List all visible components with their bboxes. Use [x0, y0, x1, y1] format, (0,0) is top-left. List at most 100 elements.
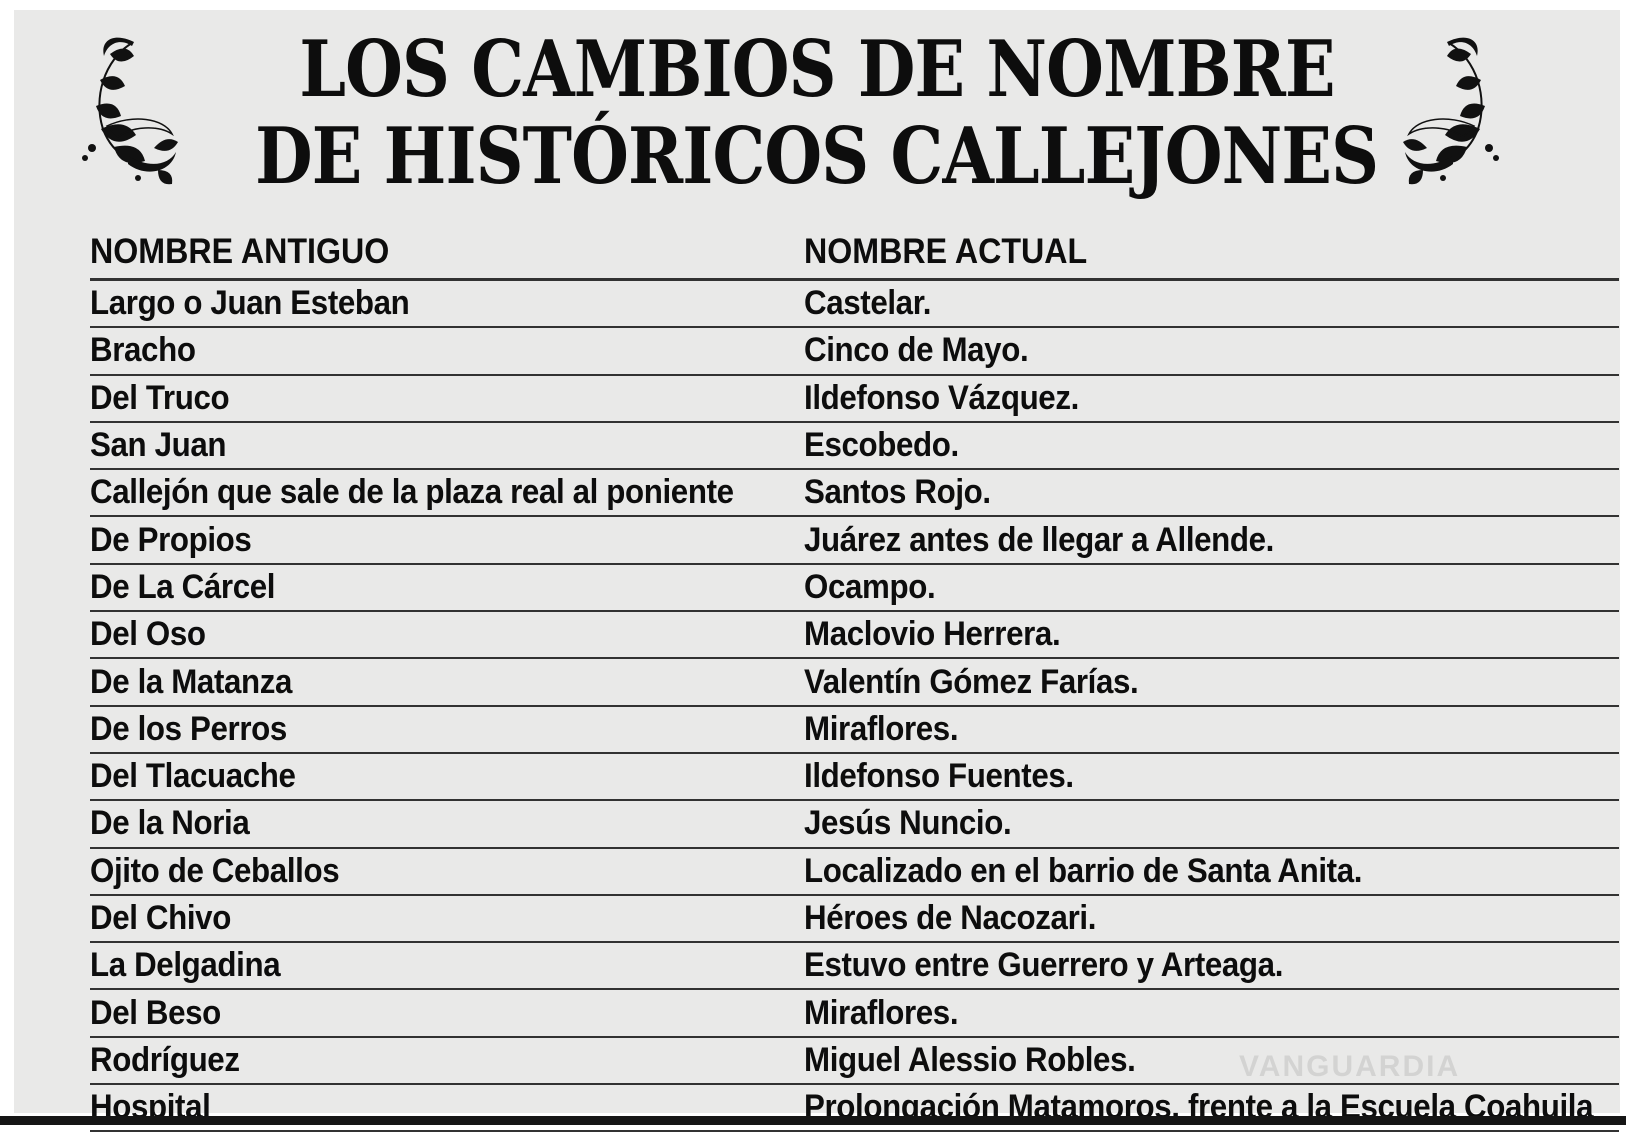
old-name: Callejón que sale de la plaza real al po… [90, 473, 734, 512]
column-header-old: NOMBRE ANTIGUO [90, 232, 390, 271]
floral-flourish-icon [82, 37, 178, 185]
new-name: Estuvo entre Guerrero y Arteaga. [804, 946, 1284, 985]
cell-new-name: Miraflores. [804, 994, 1619, 1033]
cell-new-name: Ildefonso Fuentes. [804, 757, 1619, 796]
table-row: Largo o Juan Esteban Castelar. [90, 281, 1619, 329]
table-row: La Delgadina Estuvo entre Guerrero y Art… [90, 943, 1619, 991]
cell-new-name: Valentín Gómez Farías. [804, 663, 1619, 702]
old-name: Ojito de Ceballos [90, 851, 340, 890]
old-name: Bracho [90, 331, 196, 370]
table-row: San Juan Escobedo. [90, 423, 1619, 471]
new-name: Ildefonso Vázquez. [804, 378, 1079, 417]
cell-old-name: De La Cárcel [90, 568, 804, 607]
table-row: Callejón que sale de la plaza real al po… [90, 470, 1619, 518]
old-name: Del Tlacuache [90, 757, 296, 796]
cell-old-name: Del Chivo [90, 899, 804, 938]
cell-old-name: Largo o Juan Esteban [90, 284, 804, 323]
cell-old-name: Del Tlacuache [90, 757, 804, 796]
cell-new-name: Escobedo. [804, 426, 1619, 465]
cell-old-name: De los Perros [90, 710, 804, 749]
old-name: La Delgadina [90, 946, 281, 985]
cell-old-name: De la Noria [90, 804, 804, 843]
old-name: De La Cárcel [90, 567, 276, 606]
cell-new-name: Héroes de Nacozari. [804, 899, 1619, 938]
new-name: Maclovio Herrera. [804, 615, 1061, 654]
gray-panel: LOS CAMBIOS DE NOMBRE DE HISTÓRICOS CALL… [14, 10, 1620, 1132]
table-row: Del Oso Maclovio Herrera. [90, 612, 1619, 660]
new-name: Cinco de Mayo. [804, 331, 1029, 370]
old-name: De la Matanza [90, 662, 293, 701]
table-row: Rodríguez Miguel Alessio Robles. [90, 1038, 1619, 1086]
column-header-new: NOMBRE ACTUAL [804, 232, 1088, 271]
cell-old-name: De Propios [90, 521, 804, 560]
cell-new-name: Santos Rojo. [804, 473, 1619, 512]
new-name: Santos Rojo. [804, 473, 991, 512]
old-name: Rodríguez [90, 1040, 240, 1079]
cell-new-name: Castelar. [804, 284, 1619, 323]
rename-table: NOMBRE ANTIGUO NOMBRE ACTUAL Largo o Jua… [90, 226, 1619, 1132]
old-name: San Juan [90, 426, 227, 465]
cell-old-name: Rodríguez [90, 1041, 804, 1080]
table-row: Del Truco Ildefonso Vázquez. [90, 376, 1619, 423]
cell-new-name: Ildefonso Vázquez. [804, 379, 1619, 418]
new-name: Valentín Gómez Farías. [804, 662, 1139, 701]
cell-new-name: Cinco de Mayo. [804, 331, 1619, 370]
new-name: Juárez antes de llegar a Allende. [804, 520, 1275, 559]
bottom-black-bar [0, 1116, 1626, 1125]
cell-new-name: Ocampo. [804, 568, 1619, 607]
old-name: Del Chivo [90, 899, 231, 937]
old-name: Del Truco [90, 378, 230, 417]
cell-old-name: Bracho [90, 331, 804, 370]
new-name: Miguel Alessio Robles. [804, 1040, 1136, 1079]
cell-old-name: Ojito de Ceballos [90, 852, 804, 891]
table-row: Del Beso Miraflores. [90, 990, 1619, 1038]
cell-new-name: Estuvo entre Guerrero y Arteaga. [804, 946, 1619, 985]
old-name: De la Noria [90, 804, 250, 843]
new-name: Miraflores. [804, 709, 959, 748]
floral-flourish-icon [1403, 37, 1499, 185]
table-row: Del Chivo Héroes de Nacozari. [90, 896, 1619, 944]
table-row: De La Cárcel Ocampo. [90, 565, 1619, 613]
cell-old-name: San Juan [90, 426, 804, 465]
new-name: Jesús Nuncio. [804, 804, 1012, 843]
cell-old-name: Del Truco [90, 379, 804, 418]
cell-old-name: De la Matanza [90, 663, 804, 702]
old-name: De los Perros [90, 709, 287, 748]
cell-old-name: Callejón que sale de la plaza real al po… [90, 473, 804, 512]
old-name: Del Beso [90, 993, 221, 1032]
table-header-row: NOMBRE ANTIGUO NOMBRE ACTUAL [90, 226, 1619, 281]
old-name: Largo o Juan Esteban [90, 284, 410, 323]
new-name: Ildefonso Fuentes. [804, 757, 1074, 796]
table-row: De la Noria Jesús Nuncio. [90, 801, 1619, 849]
table-row: De la Matanza Valentín Gómez Farías. [90, 659, 1619, 707]
new-name: Castelar. [804, 284, 932, 323]
table-row: De los Perros Miraflores. [90, 707, 1619, 754]
page-title: LOS CAMBIOS DE NOMBRE DE HISTÓRICOS CALL… [14, 26, 1620, 200]
table-row: Ojito de Ceballos Localizado en el barri… [90, 849, 1619, 896]
old-name: De Propios [90, 520, 252, 559]
cell-old-name: Del Beso [90, 994, 804, 1033]
watermark: VANGUARDIA [1239, 1050, 1461, 1083]
title-line-2: DE HISTÓRICOS CALLEJONES [255, 111, 1379, 202]
new-name: Héroes de Nacozari. [804, 899, 1097, 937]
new-name: Miraflores. [804, 993, 959, 1032]
cell-new-name: Miraflores. [804, 710, 1619, 749]
old-name: Del Oso [90, 615, 206, 654]
table-row: Bracho Cinco de Mayo. [90, 328, 1619, 376]
new-name: Ocampo. [804, 567, 936, 606]
table-row: Del Tlacuache Ildefonso Fuentes. [90, 754, 1619, 802]
cell-new-name: Miguel Alessio Robles. [804, 1041, 1619, 1080]
header-cell-new: NOMBRE ACTUAL [804, 232, 1619, 272]
header-cell-old: NOMBRE ANTIGUO [90, 232, 804, 272]
cell-new-name: Maclovio Herrera. [804, 615, 1619, 654]
new-name: Localizado en el barrio de Santa Anita. [804, 851, 1363, 890]
table-row: De Propios Juárez antes de llegar a Alle… [90, 517, 1619, 565]
cell-old-name: Del Oso [90, 615, 804, 654]
new-name: Escobedo. [804, 426, 959, 465]
cell-new-name: Jesús Nuncio. [804, 804, 1619, 843]
title-line-1: LOS CAMBIOS DE NOMBRE [299, 24, 1335, 115]
cell-old-name: La Delgadina [90, 946, 804, 985]
cell-new-name: Localizado en el barrio de Santa Anita. [804, 852, 1619, 891]
cell-new-name: Juárez antes de llegar a Allende. [804, 521, 1619, 560]
